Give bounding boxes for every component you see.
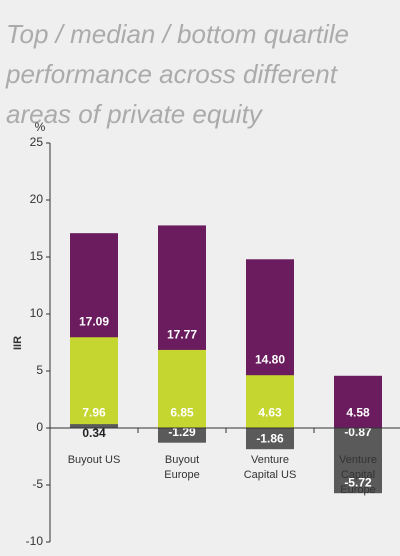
data-label: 7.96 [82, 405, 106, 419]
bar [334, 428, 382, 494]
bar [70, 337, 118, 428]
data-label: 6.85 [170, 405, 194, 419]
bar [70, 424, 118, 428]
bar [334, 375, 382, 428]
bar [158, 428, 206, 443]
y-tick-label: 10 [30, 306, 44, 320]
bar [246, 428, 294, 450]
y-unit: % [35, 120, 46, 134]
y-tick-label: 20 [30, 192, 44, 206]
chart-title: Top / median / bottom quartile performan… [6, 19, 350, 129]
y-tick-label: 0 [36, 420, 43, 434]
data-label: -1.29 [168, 425, 196, 439]
y-axis-label: IIR [12, 336, 24, 350]
y-tick-label: -10 [26, 534, 44, 548]
data-label: -1.86 [256, 432, 284, 446]
y-tick-label: 15 [30, 249, 44, 263]
x-tick-label: Buyout Europe [164, 454, 200, 481]
data-label: 0.34 [82, 426, 106, 440]
data-label: -0.87 [344, 425, 372, 439]
data-label: 17.09 [79, 315, 109, 329]
y-tick-label: 25 [30, 135, 44, 149]
bar [246, 375, 294, 428]
data-label: 4.58 [346, 405, 370, 419]
data-label: 14.80 [255, 353, 285, 367]
data-label: 4.63 [258, 405, 282, 419]
y-tick-label: -5 [32, 477, 43, 491]
bar [158, 349, 206, 428]
x-tick-label: Venture Capital Europe [339, 454, 377, 496]
x-tick-label: Buyout US [67, 454, 121, 466]
x-tick-label: Venture Capital US [243, 454, 297, 481]
y-tick-label: 5 [36, 363, 43, 377]
data-label: 17.77 [167, 327, 197, 341]
data-label: -5.72 [344, 476, 372, 490]
